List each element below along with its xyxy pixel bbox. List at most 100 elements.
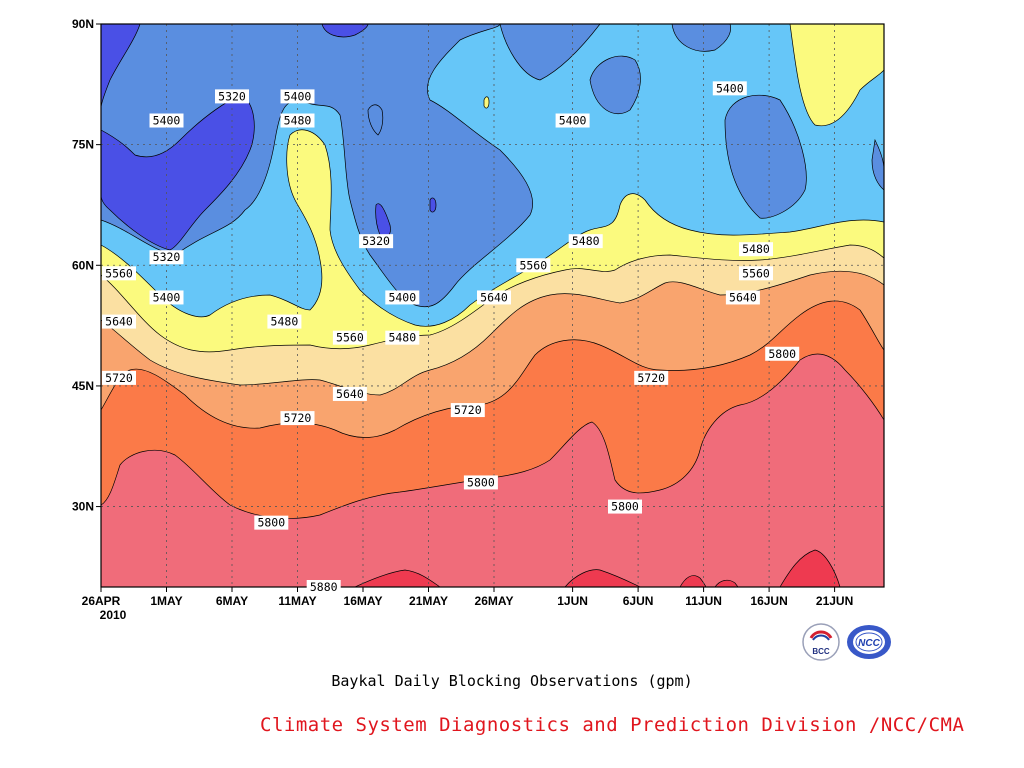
contour-label: 5480	[568, 234, 603, 249]
band-5320-5400-small	[367, 104, 384, 136]
contour-label: 5640	[725, 290, 760, 305]
contour-label-text: 5800	[257, 516, 285, 530]
contour-label-box	[634, 370, 669, 385]
plot-frame	[100, 23, 885, 588]
contour-label: 5640	[332, 386, 367, 401]
contour-label-box	[385, 330, 420, 345]
contour-label-box	[359, 234, 394, 249]
contour-label-text: 5400	[559, 114, 587, 128]
contour-label: 5560	[516, 258, 551, 273]
contour-label: 5640	[102, 314, 136, 329]
band-5480-5560-small	[483, 96, 490, 109]
contour-label-box	[149, 113, 184, 128]
band-lt5320	[429, 197, 437, 213]
contour-label-text: 5480	[284, 114, 312, 128]
contour-label-box	[332, 386, 367, 401]
contour-label-box	[215, 89, 249, 104]
contour-label-box	[477, 290, 511, 305]
y-axis: 90N 75N 60N 45N 30N	[72, 17, 101, 514]
contour-label-text: 5800	[768, 347, 796, 361]
contour-label: 5480	[385, 330, 420, 345]
band-5320-5400-pocket	[724, 94, 807, 219]
contour-label-text: 5560	[519, 258, 547, 272]
contour-label: 5800	[254, 515, 289, 530]
contour-label: 5480	[267, 314, 302, 329]
y-tick-label: 60N	[72, 258, 94, 272]
y-tick-label: 75N	[72, 138, 94, 152]
contour-label-text: 5560	[105, 266, 133, 280]
contour-label-box	[450, 403, 485, 418]
gridlines	[101, 24, 884, 587]
x-tick-label: 1JUN	[557, 594, 588, 608]
contour-label: 5880	[306, 580, 341, 594]
contour-label-text: 5720	[637, 371, 665, 385]
contour-label-box	[765, 346, 800, 361]
credit-text: Climate System Diagnostics and Predictio…	[260, 714, 965, 736]
contour-label: 5800	[463, 475, 498, 490]
contour-label-box	[516, 258, 551, 273]
band-gt5880	[564, 569, 641, 587]
contour-label-text: 5320	[362, 234, 390, 248]
contour-label: 5400	[385, 290, 420, 305]
contour-label-text: 5480	[742, 242, 770, 256]
y-tick-label: 30N	[72, 500, 94, 514]
x-tick-label: 26APR	[82, 594, 121, 608]
contour-label-text: 5720	[454, 403, 482, 417]
contour-label-box	[149, 250, 184, 265]
contour-label: 5800	[608, 499, 642, 514]
contour-label-box	[280, 411, 315, 426]
contour-label-text: 5320	[218, 89, 246, 103]
contour-label: 5400	[280, 89, 315, 104]
band-5480-5560-north	[789, 24, 884, 127]
x-tick-label: 11MAY	[278, 594, 316, 608]
contour-labels: 5320 5400 5400 5480 5400 5400 5320 5320 5480 5480…	[102, 81, 800, 594]
contour-label-text: 5400	[716, 81, 744, 95]
y-tick-label: 90N	[72, 17, 94, 31]
contour-label-text: 5640	[480, 290, 508, 304]
svg-text:NCC: NCC	[858, 638, 880, 649]
chart-title: Baykal Daily Blocking Observations (gpm)	[331, 672, 693, 690]
x-tick-label: 16JUN	[750, 594, 787, 608]
contour-label: 5320	[215, 89, 249, 104]
contour-label-text: 5640	[729, 290, 757, 304]
contour-label-text: 5480	[271, 315, 299, 329]
band-5320-5400-pocket	[671, 24, 731, 52]
contour-label-box	[102, 314, 136, 329]
x-tick-label: 1MAY	[150, 594, 182, 608]
contour-label-box	[385, 290, 420, 305]
contour-label-box	[280, 89, 315, 104]
contour-label: 5400	[149, 113, 184, 128]
contour-label: 5320	[359, 234, 394, 249]
band-5320-5400-pocket	[871, 138, 884, 191]
bcc-logo-icon: BCC	[802, 623, 840, 661]
contour-label-box	[555, 113, 590, 128]
x-axis: 26APR 1MAY 6MAY 11MAY 16MAY 21MAY 26MAY 1JUN 6JU…	[82, 587, 853, 622]
band-lt5320	[321, 24, 369, 38]
contour-label-text: 5400	[388, 290, 416, 304]
contour-label-text: 5800	[467, 475, 495, 489]
contour-label-text: 5720	[105, 371, 133, 385]
contour-label-box	[149, 290, 184, 305]
contour-label: 5560	[332, 330, 367, 345]
band-5320-5400-pocket	[589, 55, 641, 115]
x-tick-label: 6MAY	[216, 594, 248, 608]
contour-label-box	[102, 370, 136, 385]
contour-label-text: 5800	[611, 500, 639, 514]
contour-label: 5720	[634, 370, 669, 385]
contour-label: 5640	[477, 290, 511, 305]
x-tick-label: 6JUN	[623, 594, 654, 608]
contour-fill-layer	[101, 24, 884, 587]
contour-label-text: 5560	[336, 331, 364, 345]
contour-label: 5560	[102, 266, 136, 281]
svg-text:BCC: BCC	[812, 647, 830, 656]
x-tick-label: 21MAY	[409, 594, 448, 608]
y-tick-label: 45N	[72, 379, 94, 393]
x-tick-label: 26MAY	[475, 594, 514, 608]
contour-label-box	[332, 330, 367, 345]
contour-label: 5400	[149, 290, 184, 305]
contour-label-box	[608, 499, 642, 514]
band-gt5880	[354, 569, 441, 587]
contour-label: 5800	[765, 346, 800, 361]
contour-label: 5720	[102, 370, 136, 385]
contour-label-text: 5480	[572, 234, 600, 248]
